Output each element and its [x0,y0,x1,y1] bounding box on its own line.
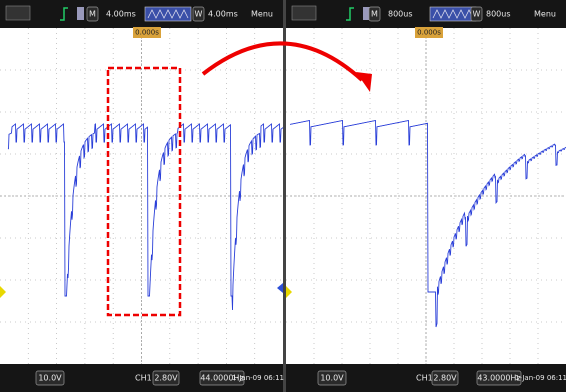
divider [283,0,286,392]
window-indicator [145,7,191,21]
timebase: 4.00ms [106,10,136,19]
timebase: 800us [388,10,413,19]
top-bar [0,0,283,28]
oscilloscope-screenshot: M4.00msW4.00msMenu0.000s10.0VCH12.80V44.… [0,0,566,392]
run-icon [77,7,84,20]
top-bar [286,0,566,28]
trigger-level: 2.80V [154,374,178,383]
menu: Menu [251,10,273,19]
trigger-position: 0.000s [135,29,159,37]
channel: CH1 [135,374,152,383]
trigger-level: 2.80V [433,374,457,383]
w-label: W [473,10,481,19]
trigger-position: 0.000s [417,29,441,37]
datetime: 1-Jan-09 06:11 [515,374,566,382]
window-indicator [430,7,476,21]
m-label: M [371,10,378,19]
window-time: 4.00ms [208,10,238,19]
window-time: 800us [486,10,511,19]
channel: CH1 [416,374,433,383]
m-label: M [89,10,96,19]
datetime: 1-Jan-09 06:11 [232,374,284,382]
status-icons [292,6,316,20]
w-label: W [195,10,203,19]
volts: 10.0V [320,374,344,383]
status-icons [6,6,30,20]
volts: 10.0V [38,374,62,383]
menu: Menu [534,10,556,19]
